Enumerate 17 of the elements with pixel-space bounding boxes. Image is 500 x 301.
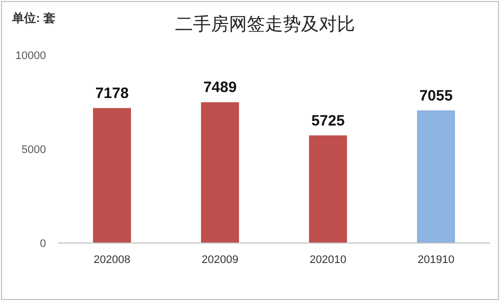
text: 单位: 套 (11, 11, 56, 25)
y-tick-label: 0 (40, 238, 46, 250)
bar (93, 108, 131, 243)
x-tick-label: 202009 (202, 254, 238, 266)
chart-title: 二手房网签走势及对比 (175, 14, 355, 35)
data-label: 7055 (419, 87, 453, 104)
bar (417, 110, 455, 243)
y-tick-label: 10000 (15, 50, 46, 62)
bar (201, 102, 239, 243)
data-label: 7489 (203, 79, 237, 96)
y-tick-label: 5000 (22, 144, 46, 156)
data-label: 7178 (95, 85, 129, 102)
bar (309, 135, 347, 243)
data-label: 5725 (311, 112, 345, 130)
x-tick-label: 202008 (94, 254, 130, 266)
x-tick-label: 202010 (310, 254, 346, 266)
x-tick-label: 201910 (418, 254, 454, 266)
